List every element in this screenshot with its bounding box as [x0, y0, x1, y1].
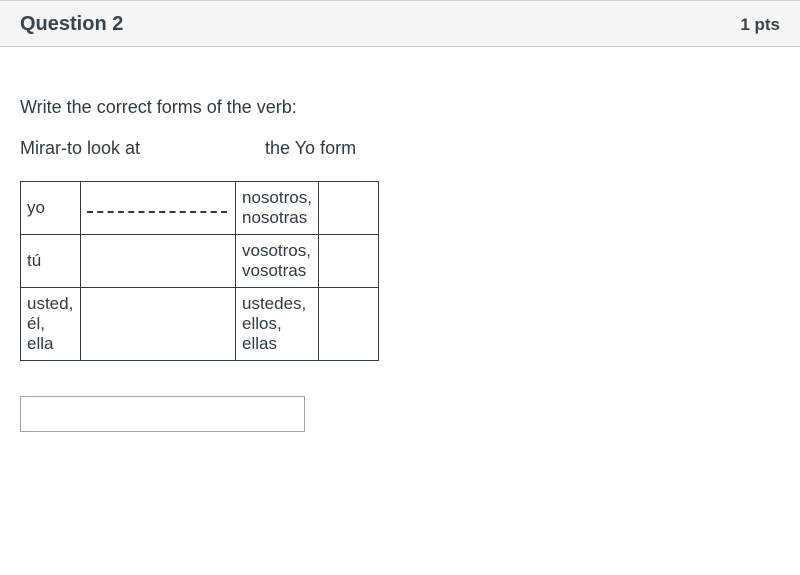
table-row: tú vosotros, vosotras: [21, 235, 379, 288]
pronoun-cell: tú: [21, 235, 81, 288]
conjugation-table: yo nosotros, nosotras tú vosotros, vosot…: [20, 181, 379, 361]
empty-cell: [318, 288, 378, 361]
pronoun-cell: yo: [21, 182, 81, 235]
table-row: yo nosotros, nosotras: [21, 182, 379, 235]
verb-phrase: Mirar-to look at: [20, 138, 265, 159]
question-points: 1 pts: [740, 15, 780, 35]
empty-cell: [81, 235, 236, 288]
empty-cell: [318, 235, 378, 288]
pronoun-cell: nosotros, nosotras: [236, 182, 319, 235]
answer-input[interactable]: [20, 396, 305, 432]
table-row: usted, él, ella ustedes, ellos, ellas: [21, 288, 379, 361]
question-body: Write the correct forms of the verb: Mir…: [0, 47, 800, 432]
pronoun-cell: ustedes, ellos, ellas: [236, 288, 319, 361]
question-title: Question 2: [20, 13, 123, 36]
blank-cell: [81, 182, 236, 235]
pronoun-cell: usted, él, ella: [21, 288, 81, 361]
instruction-text: Write the correct forms of the verb:: [20, 97, 780, 118]
question-header: Question 2 1 pts: [0, 0, 800, 47]
blank-line: [87, 203, 227, 213]
pronoun-cell: vosotros, vosotras: [236, 235, 319, 288]
empty-cell: [318, 182, 378, 235]
empty-cell: [81, 288, 236, 361]
verb-row: Mirar-to look at the Yo form: [20, 138, 780, 159]
form-phrase: the Yo form: [265, 138, 356, 159]
